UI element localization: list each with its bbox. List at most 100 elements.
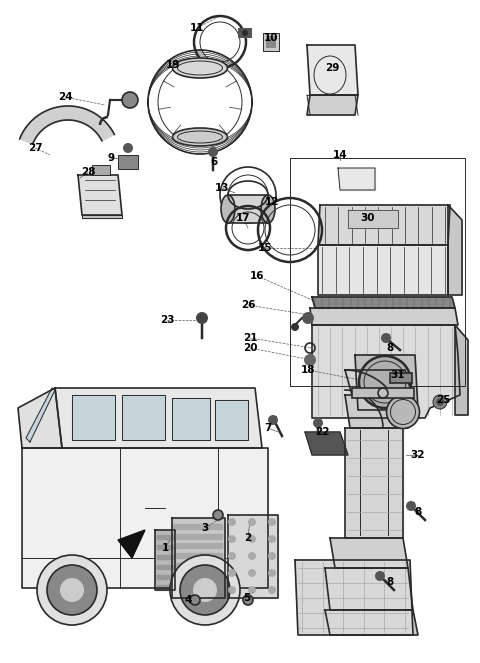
Polygon shape [172, 534, 222, 539]
Ellipse shape [221, 195, 235, 223]
Text: 32: 32 [411, 450, 425, 460]
Polygon shape [448, 205, 462, 295]
Circle shape [375, 571, 385, 581]
Text: 21: 21 [243, 333, 257, 343]
Bar [352, 388, 414, 398]
Circle shape [47, 565, 97, 615]
Text: 4: 4 [184, 595, 192, 605]
Polygon shape [307, 95, 358, 115]
Circle shape [313, 418, 323, 428]
Text: 10: 10 [264, 33, 278, 43]
Text: 29: 29 [325, 63, 339, 73]
Ellipse shape [172, 58, 228, 78]
Polygon shape [312, 325, 460, 418]
Circle shape [248, 569, 256, 577]
Circle shape [170, 555, 240, 625]
Circle shape [304, 354, 316, 366]
Circle shape [213, 510, 223, 520]
Circle shape [291, 323, 299, 331]
Bar [266, 36, 276, 48]
Polygon shape [82, 215, 122, 218]
Circle shape [302, 312, 314, 324]
Circle shape [248, 586, 256, 594]
Polygon shape [157, 575, 173, 579]
Polygon shape [310, 308, 458, 325]
Bar [92, 165, 110, 175]
Text: 22: 22 [315, 427, 329, 437]
Polygon shape [312, 297, 455, 308]
Polygon shape [122, 395, 165, 440]
Circle shape [123, 143, 133, 153]
Text: 24: 24 [58, 92, 72, 102]
Polygon shape [157, 565, 173, 569]
Circle shape [268, 552, 276, 560]
Circle shape [406, 501, 416, 511]
Bar [118, 155, 138, 169]
Polygon shape [18, 388, 62, 448]
Polygon shape [345, 370, 403, 428]
Ellipse shape [261, 195, 275, 223]
Circle shape [228, 535, 236, 543]
Polygon shape [157, 535, 173, 539]
Text: 14: 14 [333, 150, 348, 160]
Text: 6: 6 [210, 157, 217, 167]
Circle shape [180, 565, 230, 615]
Text: 20: 20 [243, 343, 257, 353]
Text: 5: 5 [243, 593, 251, 603]
Text: 12: 12 [265, 197, 279, 207]
Text: 19: 19 [166, 60, 180, 70]
Text: 7: 7 [264, 423, 272, 433]
Text: 2: 2 [244, 533, 252, 543]
Polygon shape [295, 560, 413, 635]
Polygon shape [157, 585, 173, 589]
Circle shape [268, 569, 276, 577]
Polygon shape [172, 398, 210, 440]
Bar [390, 373, 412, 383]
Polygon shape [330, 538, 408, 568]
Polygon shape [345, 428, 403, 538]
Text: 25: 25 [436, 395, 450, 405]
Circle shape [436, 398, 444, 406]
Circle shape [228, 586, 236, 594]
Circle shape [37, 555, 107, 625]
Text: 9: 9 [108, 153, 115, 163]
Circle shape [122, 92, 138, 108]
Polygon shape [325, 568, 413, 610]
Text: 30: 30 [361, 213, 375, 223]
Text: 1: 1 [161, 543, 168, 553]
Polygon shape [78, 175, 122, 215]
Ellipse shape [359, 356, 411, 408]
Polygon shape [325, 610, 418, 635]
Circle shape [228, 552, 236, 560]
Polygon shape [345, 395, 408, 428]
Text: 17: 17 [236, 213, 250, 223]
Bar [228, 195, 268, 223]
Text: 18: 18 [301, 365, 315, 375]
Polygon shape [307, 45, 358, 95]
Circle shape [268, 586, 276, 594]
Text: 11: 11 [190, 23, 204, 33]
Circle shape [208, 147, 218, 157]
Bar [263, 33, 279, 51]
Circle shape [248, 535, 256, 543]
Polygon shape [318, 205, 450, 245]
Polygon shape [172, 563, 222, 568]
Circle shape [268, 535, 276, 543]
Polygon shape [172, 524, 222, 529]
Circle shape [228, 518, 236, 526]
Polygon shape [318, 245, 448, 295]
Circle shape [248, 552, 256, 560]
Circle shape [248, 518, 256, 526]
Polygon shape [345, 370, 412, 395]
Polygon shape [72, 395, 115, 440]
Circle shape [268, 415, 278, 425]
Circle shape [268, 518, 276, 526]
Bar [238, 28, 252, 38]
Polygon shape [172, 582, 222, 587]
Text: 8: 8 [386, 343, 394, 353]
Circle shape [243, 595, 253, 605]
Polygon shape [338, 168, 375, 190]
Ellipse shape [172, 128, 228, 146]
Ellipse shape [386, 396, 420, 428]
Polygon shape [355, 355, 418, 410]
